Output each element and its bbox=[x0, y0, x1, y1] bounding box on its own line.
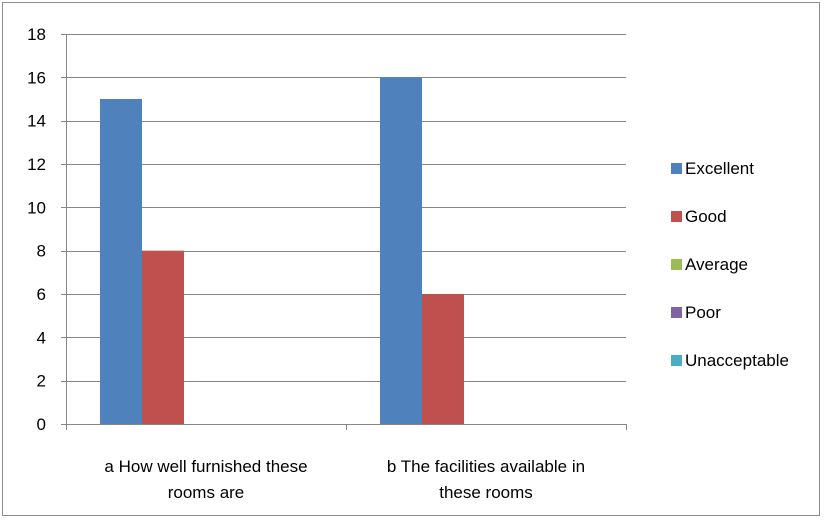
y-tick-label: 16 bbox=[27, 68, 46, 87]
legend-swatch-unacceptable bbox=[671, 355, 682, 366]
y-tick-label: 10 bbox=[27, 198, 46, 217]
bar-good-1 bbox=[142, 250, 184, 424]
x-category-label: a How well furnished these bbox=[104, 457, 307, 476]
bar-good-2 bbox=[422, 294, 464, 424]
legend-label-good: Good bbox=[685, 207, 727, 226]
y-tick-label: 12 bbox=[27, 155, 46, 174]
x-category-label: b The facilities available in bbox=[387, 457, 585, 476]
y-tick-label: 14 bbox=[27, 112, 46, 131]
legend-label-average: Average bbox=[685, 255, 748, 274]
x-category-label: these rooms bbox=[439, 483, 533, 502]
y-tick-label: 18 bbox=[27, 25, 46, 44]
legend-swatch-average bbox=[671, 259, 682, 270]
legend-swatch-excellent bbox=[671, 163, 682, 174]
y-tick-label: 6 bbox=[37, 285, 46, 304]
bar-excellent-1 bbox=[100, 99, 142, 424]
y-tick-label: 4 bbox=[37, 328, 46, 347]
y-axis-tick-labels: 0 2 4 6 8 10 12 14 16 18 bbox=[27, 25, 46, 434]
legend-label-poor: Poor bbox=[685, 303, 721, 322]
bars bbox=[100, 77, 464, 424]
legend: Excellent Good Average Poor Unacceptable bbox=[671, 159, 789, 370]
legend-label-unacceptable: Unacceptable bbox=[685, 351, 789, 370]
axes bbox=[61, 34, 627, 430]
legend-swatch-good bbox=[671, 211, 682, 222]
y-tick-label: 8 bbox=[37, 242, 46, 261]
y-tick-label: 2 bbox=[37, 372, 46, 391]
y-tick-label: 0 bbox=[37, 415, 46, 434]
legend-label-excellent: Excellent bbox=[685, 159, 754, 178]
x-axis-category-labels: a How well furnished these rooms are b The… bbox=[104, 457, 585, 502]
bar-excellent-2 bbox=[380, 77, 422, 424]
legend-swatch-poor bbox=[671, 307, 682, 318]
x-category-label: rooms are bbox=[168, 483, 245, 502]
